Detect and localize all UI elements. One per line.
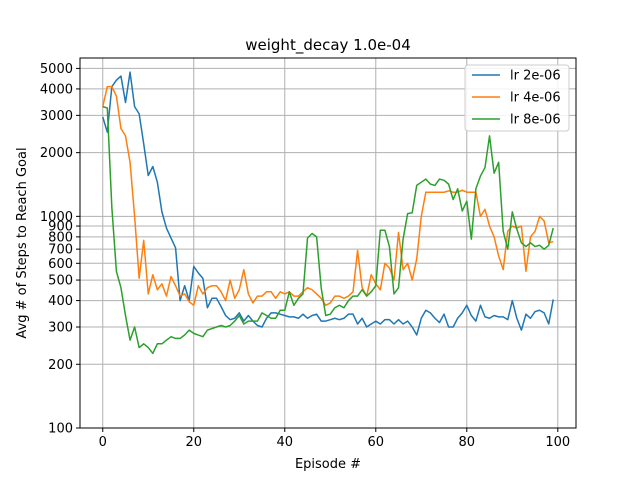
series-layer	[102, 71, 554, 355]
y-tick-label: 100	[48, 422, 73, 437]
legend-label: lr 8e-06	[510, 113, 561, 128]
y-tick-label: 800	[48, 230, 73, 245]
legend-box	[464, 64, 570, 132]
y-tick-label: 1000	[40, 210, 73, 225]
x-tick-label: 40	[276, 435, 293, 450]
legend-label: lr 4e-06	[510, 91, 561, 106]
series-line-1	[102, 71, 554, 336]
legend-items: lr 2e-06 lr 4e-06 lr 8e-06	[472, 69, 561, 128]
x-tick-label: 100	[545, 435, 570, 450]
x-tick-label: 60	[368, 435, 385, 450]
y-tick-label: 3000	[40, 109, 73, 124]
series-line-3	[102, 105, 554, 355]
x-tick-label: 0	[99, 435, 107, 450]
y-tick-label: 500	[48, 274, 73, 289]
chart-title: weight_decay 1.0e-04	[245, 36, 411, 55]
y-tick-label: 5000	[40, 62, 73, 77]
y-axis-label: Avg # of Steps to Reach Goal	[15, 147, 30, 338]
y-tick-label: 200	[48, 358, 73, 373]
y-tick-label: 900	[48, 220, 73, 235]
y-tick-label: 600	[48, 257, 73, 272]
y-tick-label: 300	[48, 321, 73, 336]
plot-frame	[79, 57, 577, 429]
legend: lr 2e-06 lr 4e-06 lr 8e-06	[464, 64, 570, 132]
y-tick-label: 400	[48, 294, 73, 309]
y-tick-label: 2000	[40, 146, 73, 161]
x-tick-label: 20	[185, 435, 202, 450]
legend-label: lr 2e-06	[510, 69, 561, 84]
y-tick-label: 4000	[40, 82, 73, 97]
series-line-2	[102, 85, 554, 307]
x-axis-label: Episode #	[295, 457, 361, 472]
x-tick-label: 80	[459, 435, 476, 450]
y-tick-label: 700	[48, 243, 73, 258]
tick-layer: 0 20 40 60 80 100 100 200 300 400 500 6007008009001…	[40, 62, 570, 450]
